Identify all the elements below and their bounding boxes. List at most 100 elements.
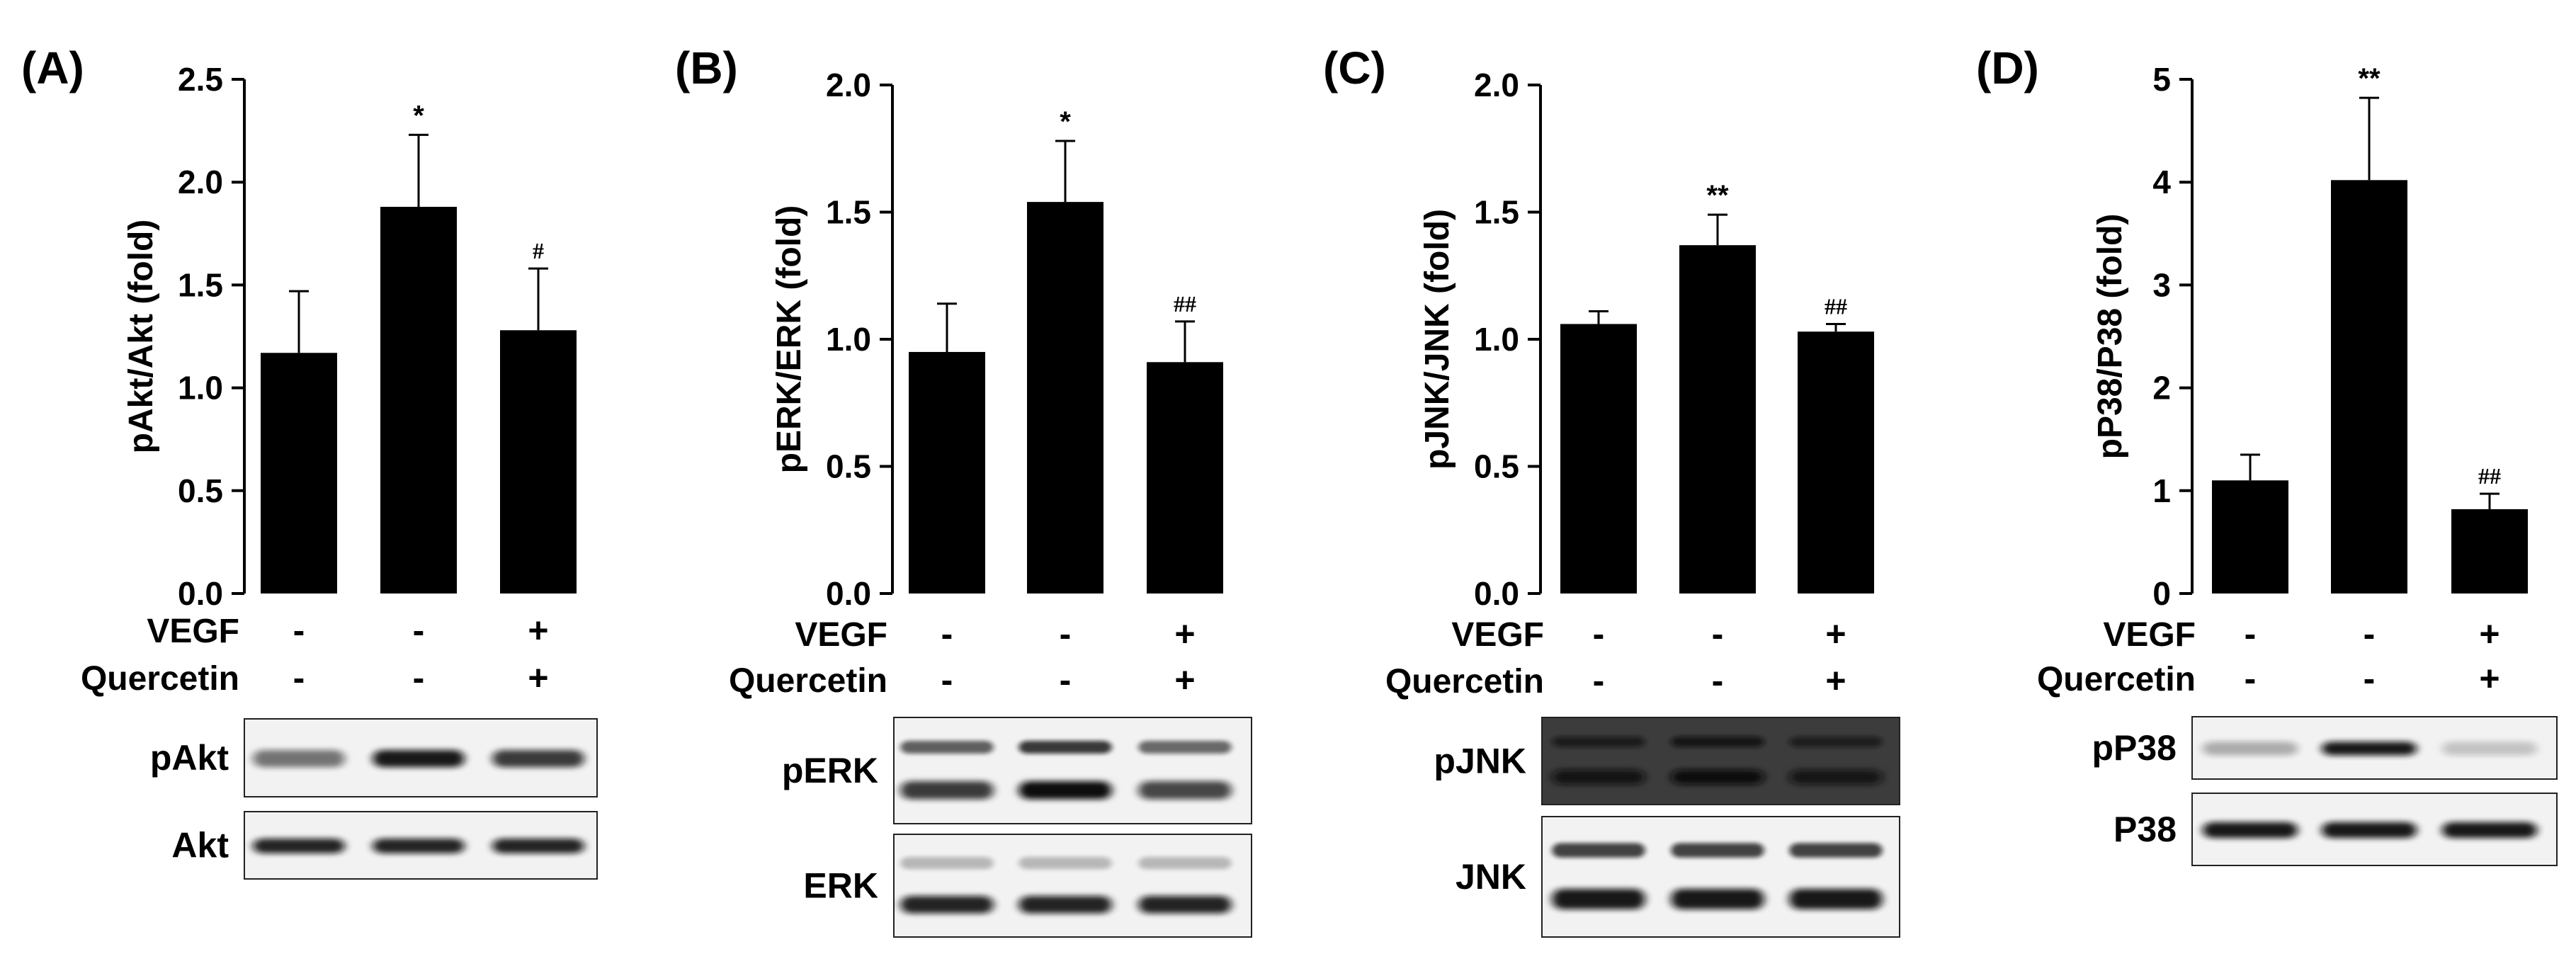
y-tick-label: 1.0 xyxy=(178,370,223,407)
blot-band xyxy=(900,896,994,914)
y-tick-label: 2.0 xyxy=(178,164,223,200)
condition-sign: - xyxy=(1593,661,1605,700)
y-tick-label: 2.0 xyxy=(1474,67,1519,103)
blot-band xyxy=(492,750,584,768)
y-tick-label: 1.0 xyxy=(1474,321,1519,358)
blot-band xyxy=(253,750,345,768)
y-axis-label: pAkt/Akt (fold) xyxy=(123,220,160,454)
condition-label: Quercetin xyxy=(729,662,887,700)
bar xyxy=(1147,362,1223,594)
panel-letter: (B) xyxy=(675,42,738,93)
blot-box xyxy=(893,834,1252,938)
condition-sign: - xyxy=(293,611,305,650)
condition-sign: - xyxy=(2364,614,2376,654)
condition-sign: - xyxy=(413,658,425,698)
blot-band xyxy=(900,781,994,800)
condition-label: VEGF xyxy=(795,616,887,654)
blot-band xyxy=(1789,889,1883,909)
blot-label: ERK xyxy=(803,866,878,906)
blot-band xyxy=(1671,737,1764,747)
y-tick-label: 2.5 xyxy=(178,61,223,98)
blot-band xyxy=(1671,889,1764,909)
bar xyxy=(1027,202,1103,594)
blot-label: pJNK xyxy=(1434,742,1526,781)
blot-box xyxy=(893,717,1252,824)
blot-band xyxy=(1789,737,1883,747)
blot-band xyxy=(1019,896,1112,914)
y-axis-label: pJNK/JNK (fold) xyxy=(1419,209,1456,470)
condition-label: VEGF xyxy=(1451,616,1544,654)
significance-marker: * xyxy=(1060,106,1071,137)
significance-marker: ## xyxy=(2478,463,2501,489)
blot-band xyxy=(1789,769,1883,785)
blot-band xyxy=(1552,843,1645,858)
blot-band xyxy=(2322,822,2417,839)
bar xyxy=(909,351,985,594)
blot-band xyxy=(1138,781,1232,800)
condition-sign: - xyxy=(1060,660,1072,700)
blot-band xyxy=(900,856,994,870)
blot-band xyxy=(1138,856,1232,870)
condition-label: Quercetin xyxy=(2037,661,2196,698)
blot-band xyxy=(1138,896,1232,914)
blot-label: JNK xyxy=(1456,857,1526,897)
condition-sign: - xyxy=(413,611,425,650)
y-tick-label: 1.5 xyxy=(826,194,871,231)
condition-sign: - xyxy=(1712,614,1724,654)
condition-sign: - xyxy=(1593,614,1605,654)
significance-marker: # xyxy=(533,238,544,263)
condition-sign: + xyxy=(2479,614,2500,654)
condition-sign: + xyxy=(528,658,548,698)
significance-marker: ** xyxy=(2358,63,2381,94)
blot-band xyxy=(373,839,465,853)
bar xyxy=(500,330,577,594)
bar xyxy=(380,207,457,594)
panel-letter: (D) xyxy=(1976,42,2039,93)
condition-sign: - xyxy=(2245,614,2257,654)
blot-band xyxy=(492,839,584,853)
condition-sign: + xyxy=(1825,661,1846,700)
bar xyxy=(2451,509,2528,594)
blot-band xyxy=(2322,742,2417,756)
significance-marker: ** xyxy=(1706,180,1729,211)
y-tick-label: 2.0 xyxy=(826,67,871,103)
y-tick-label: 0.5 xyxy=(1474,448,1519,485)
blot-band xyxy=(1671,769,1764,785)
blot-label: pERK xyxy=(782,751,878,790)
condition-sign: + xyxy=(1825,614,1846,654)
blot-band xyxy=(1019,856,1112,870)
bar xyxy=(261,353,337,594)
y-tick-label: 0.0 xyxy=(178,575,223,612)
y-axis-label: pP38/P38 (fold) xyxy=(2092,214,2129,460)
y-tick-label: 1.5 xyxy=(1474,194,1519,231)
y-tick-label: 3 xyxy=(2152,266,2171,303)
blot-band xyxy=(2442,742,2537,756)
y-tick-label: 0 xyxy=(2152,575,2171,612)
blot-band xyxy=(1552,737,1645,747)
bar xyxy=(2331,180,2407,594)
y-tick-label: 0.5 xyxy=(178,472,223,509)
condition-sign: + xyxy=(2479,659,2500,698)
blot-band xyxy=(1138,741,1232,754)
condition-label: Quercetin xyxy=(81,660,239,698)
condition-label: VEGF xyxy=(147,613,239,650)
condition-sign: - xyxy=(2364,659,2376,698)
blot-band xyxy=(1019,741,1112,754)
blot-label: Akt xyxy=(171,826,229,865)
blot-label: pP38 xyxy=(2092,728,2177,768)
blot-band xyxy=(2442,822,2537,839)
y-tick-label: 0.0 xyxy=(826,575,871,612)
bar xyxy=(2212,480,2288,594)
blot-band xyxy=(1789,843,1883,858)
blot-box xyxy=(1541,717,1900,805)
panel-b: (B) 0.0 0.5 1.0 1.5 2.0 pERK/ERK (fold) * ## VEGF… xyxy=(675,42,1252,938)
condition-sign: - xyxy=(293,658,305,698)
blot-band xyxy=(2203,742,2298,756)
blot-band xyxy=(1671,843,1764,858)
panel-d: (D) 0 1 2 3 4 5 pP38/P38 (fold) ** ## VEGF - - + Querc… xyxy=(1976,42,2558,866)
blot-band xyxy=(1552,889,1645,909)
y-axis-label: pERK/ERK (fold) xyxy=(771,205,808,474)
blot-band xyxy=(2203,822,2298,839)
blot-label: pAkt xyxy=(150,738,229,778)
